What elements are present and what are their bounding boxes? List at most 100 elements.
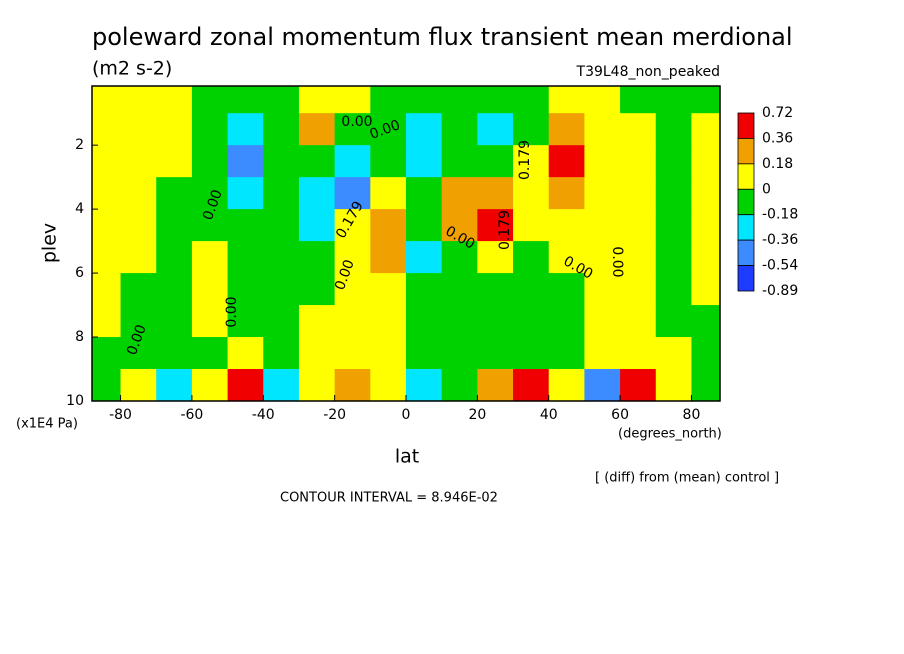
contour-cell — [691, 241, 720, 274]
contour-cell — [227, 337, 264, 370]
contour-cell — [655, 86, 693, 114]
contour-cell — [584, 369, 621, 401]
contour-cell — [513, 337, 550, 370]
contour-cell — [513, 177, 550, 210]
x-tick-label: -20 — [323, 407, 346, 423]
contour-cell — [191, 273, 229, 306]
contour-cell — [156, 209, 193, 242]
contour-cell — [92, 369, 122, 401]
y-tick-label: 6 — [75, 265, 84, 281]
x-tick-label: -40 — [252, 407, 275, 423]
contour-cell — [334, 177, 371, 210]
contour-cell — [691, 113, 720, 146]
colorbar-label: -0.36 — [762, 232, 798, 248]
contour-cell — [655, 273, 693, 306]
contour-cell — [370, 86, 407, 114]
contour-label: 0.00 — [609, 246, 625, 277]
contour-cell — [191, 145, 229, 178]
contour-cell — [655, 113, 693, 146]
contour-cell — [691, 86, 720, 114]
contour-cell — [120, 305, 157, 338]
contour-cell — [334, 273, 371, 306]
contour-cell — [156, 241, 193, 274]
contour-cell — [227, 86, 264, 114]
contour-cell — [334, 86, 371, 114]
contour-cell — [191, 86, 229, 114]
contour-cell — [334, 369, 371, 401]
x-tick-label: 60 — [611, 407, 629, 423]
contour-cell — [584, 177, 621, 210]
contour-cell — [370, 113, 407, 146]
contour-cell — [370, 145, 407, 178]
contour-cell — [548, 86, 586, 114]
colorbar-label: 0.18 — [762, 156, 793, 172]
contour-cell — [441, 113, 478, 146]
contour-cell — [441, 209, 478, 242]
contour-cell — [191, 337, 229, 370]
contour-cell — [298, 337, 336, 370]
x-axis-label: lat — [395, 446, 419, 468]
contour-cell — [334, 113, 371, 146]
contour-cell — [334, 145, 371, 178]
colorbar-box — [737, 188, 755, 216]
colorbar-box — [737, 138, 755, 165]
x-unit: (degrees_north) — [618, 427, 722, 442]
contour-cell — [584, 145, 621, 178]
contour-cell — [120, 145, 157, 178]
contour-cell — [477, 145, 514, 178]
colorbar-label: -0.89 — [762, 283, 798, 299]
contour-cell — [655, 241, 693, 274]
y-tick-label: 2 — [75, 137, 84, 153]
contour-cell — [334, 241, 371, 274]
colorbar-label: -0.54 — [762, 258, 798, 274]
contour-cell — [92, 113, 122, 146]
contour-cell — [441, 305, 478, 338]
contour-cell — [513, 369, 550, 401]
contour-cell — [655, 337, 693, 370]
contour-cell — [227, 145, 264, 178]
contour-cell — [477, 369, 514, 401]
contour-cell — [298, 241, 336, 274]
contour-cell — [477, 273, 514, 306]
contour-cell — [227, 241, 264, 274]
contour-cell — [263, 113, 300, 146]
contour-cell — [548, 273, 586, 306]
contour-cell — [477, 209, 514, 242]
subtitle: (m2 s-2) — [92, 58, 172, 80]
contour-cell — [298, 145, 336, 178]
contour-cell — [92, 86, 122, 114]
contour-cell — [263, 369, 300, 401]
contour-cell — [334, 209, 371, 242]
colorbar-box — [737, 239, 755, 266]
field — [92, 86, 720, 401]
contour-cell — [513, 241, 550, 274]
y-axis-label: plev — [39, 223, 61, 263]
contour-cell — [620, 337, 657, 370]
contour-cell — [370, 209, 407, 242]
contour-cell — [441, 177, 478, 210]
contour-cell — [548, 177, 586, 210]
contour-label: 0.00 — [224, 296, 240, 327]
contour-cell — [156, 305, 193, 338]
contour-cell — [584, 273, 621, 306]
contour-cell — [513, 145, 550, 178]
contour-cell — [584, 86, 621, 114]
colorbar-label: 0 — [762, 181, 771, 197]
contour-cell — [120, 369, 157, 401]
contour-cell — [92, 209, 122, 242]
contour-cell — [298, 113, 336, 146]
contour-cell — [227, 273, 264, 306]
contour-cell — [92, 145, 122, 178]
contour-cell — [298, 177, 336, 210]
colorbar-label: -0.18 — [762, 207, 798, 223]
contour-cell — [191, 113, 229, 146]
contour-cell — [548, 145, 586, 178]
contour-cell — [441, 273, 478, 306]
contour-cell — [156, 145, 193, 178]
contour-cell — [691, 145, 720, 178]
contour-cell — [584, 305, 621, 338]
contour-cell — [263, 337, 300, 370]
contour-cell — [691, 177, 720, 210]
x-tick-label: 20 — [468, 407, 486, 423]
